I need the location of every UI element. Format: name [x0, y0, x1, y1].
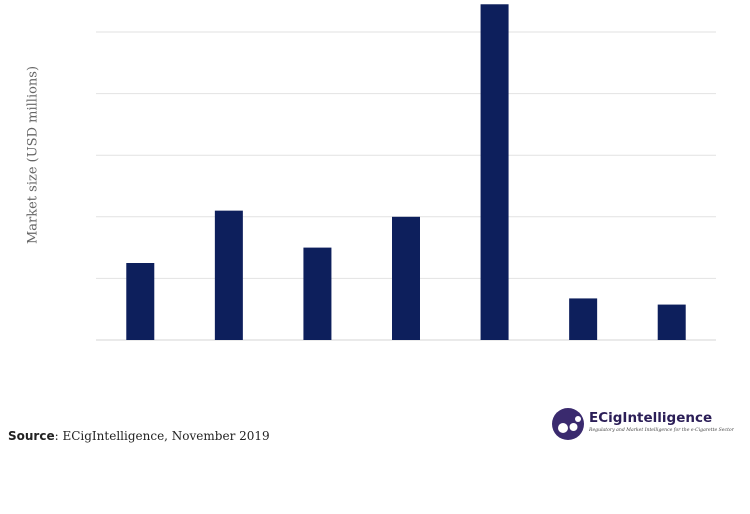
bar-4	[392, 216, 420, 340]
bar-6	[569, 298, 598, 340]
logo-name: ECigIntelligence	[589, 410, 713, 426]
source-label: Source	[8, 429, 55, 443]
logo-tagline: Regulatory and Market Intelligence for t…	[589, 428, 734, 433]
bar-2	[214, 210, 243, 340]
bar-3	[303, 247, 332, 340]
ecigintelligence-logo: ECigIntelligence Regulatory and Market I…	[551, 406, 746, 446]
bar-1	[126, 263, 155, 340]
source-text: : ECigIntelligence, November 2019	[54, 429, 270, 443]
bar-5	[480, 4, 509, 341]
y-axis-label: Market size (USD millions)	[25, 65, 41, 245]
source-note: Source: ECigIntelligence, November 2019	[8, 429, 270, 443]
logo-mark-icon	[552, 408, 584, 440]
bar-chart	[96, 4, 716, 341]
bar-7	[657, 304, 686, 340]
